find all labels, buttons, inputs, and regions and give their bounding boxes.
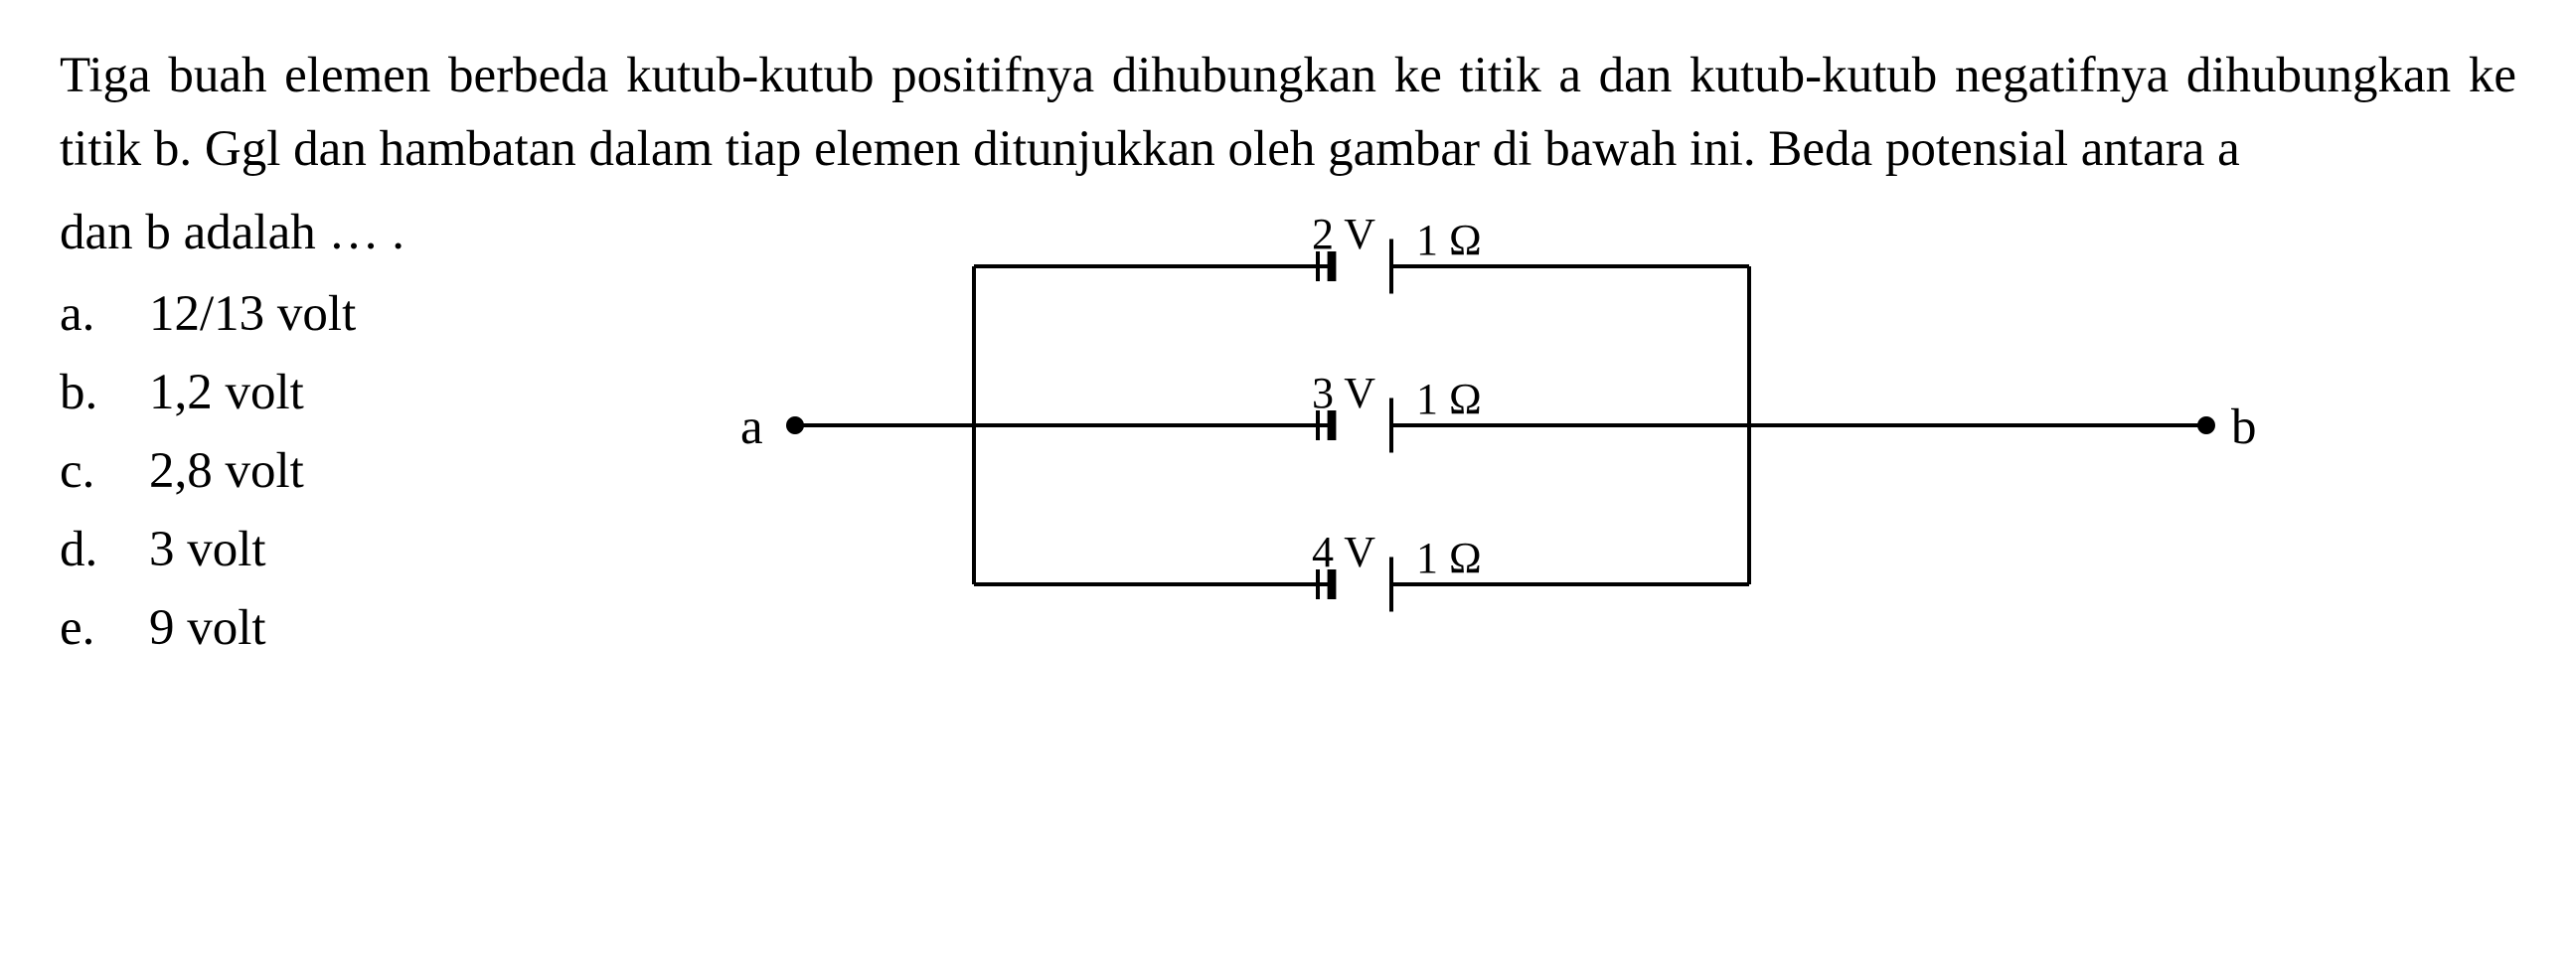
content-row: dan b adalah … . a. 12/13 volt b. 1,2 vo… bbox=[60, 197, 2516, 668]
question-last-line: dan b adalah … . bbox=[60, 197, 735, 270]
circuit-svg: a b 2 V 1 Ω 3 V 1 Ω 4 V 1 Ω bbox=[735, 187, 2326, 664]
option-text: 2,8 volt bbox=[149, 432, 304, 511]
option-letter: a. bbox=[60, 275, 149, 354]
option-text: 1,2 volt bbox=[149, 354, 304, 432]
question-text: Tiga buah elemen berbeda kutub-kutub pos… bbox=[60, 40, 2516, 187]
svg-text:3 V: 3 V bbox=[1312, 369, 1375, 417]
svg-text:a: a bbox=[740, 399, 763, 455]
option-d: d. 3 volt bbox=[60, 511, 735, 589]
option-letter: b. bbox=[60, 354, 149, 432]
option-text: 3 volt bbox=[149, 511, 266, 589]
options-column: dan b adalah … . a. 12/13 volt b. 1,2 vo… bbox=[60, 197, 735, 668]
option-letter: d. bbox=[60, 511, 149, 589]
option-text: 12/13 volt bbox=[149, 275, 356, 354]
svg-text:1 Ω: 1 Ω bbox=[1416, 534, 1482, 582]
physics-question: Tiga buah elemen berbeda kutub-kutub pos… bbox=[60, 40, 2516, 668]
option-a: a. 12/13 volt bbox=[60, 275, 735, 354]
option-e: e. 9 volt bbox=[60, 589, 735, 668]
svg-text:4 V: 4 V bbox=[1312, 528, 1375, 576]
svg-text:2 V: 2 V bbox=[1312, 210, 1375, 258]
svg-text:1 Ω: 1 Ω bbox=[1416, 216, 1482, 264]
svg-text:b: b bbox=[2231, 399, 2257, 455]
option-letter: e. bbox=[60, 589, 149, 668]
svg-text:1 Ω: 1 Ω bbox=[1416, 375, 1482, 423]
option-text: 9 volt bbox=[149, 589, 266, 668]
option-c: c. 2,8 volt bbox=[60, 432, 735, 511]
circuit-diagram: a b 2 V 1 Ω 3 V 1 Ω 4 V 1 Ω bbox=[735, 197, 2516, 654]
option-b: b. 1,2 volt bbox=[60, 354, 735, 432]
option-letter: c. bbox=[60, 432, 149, 511]
